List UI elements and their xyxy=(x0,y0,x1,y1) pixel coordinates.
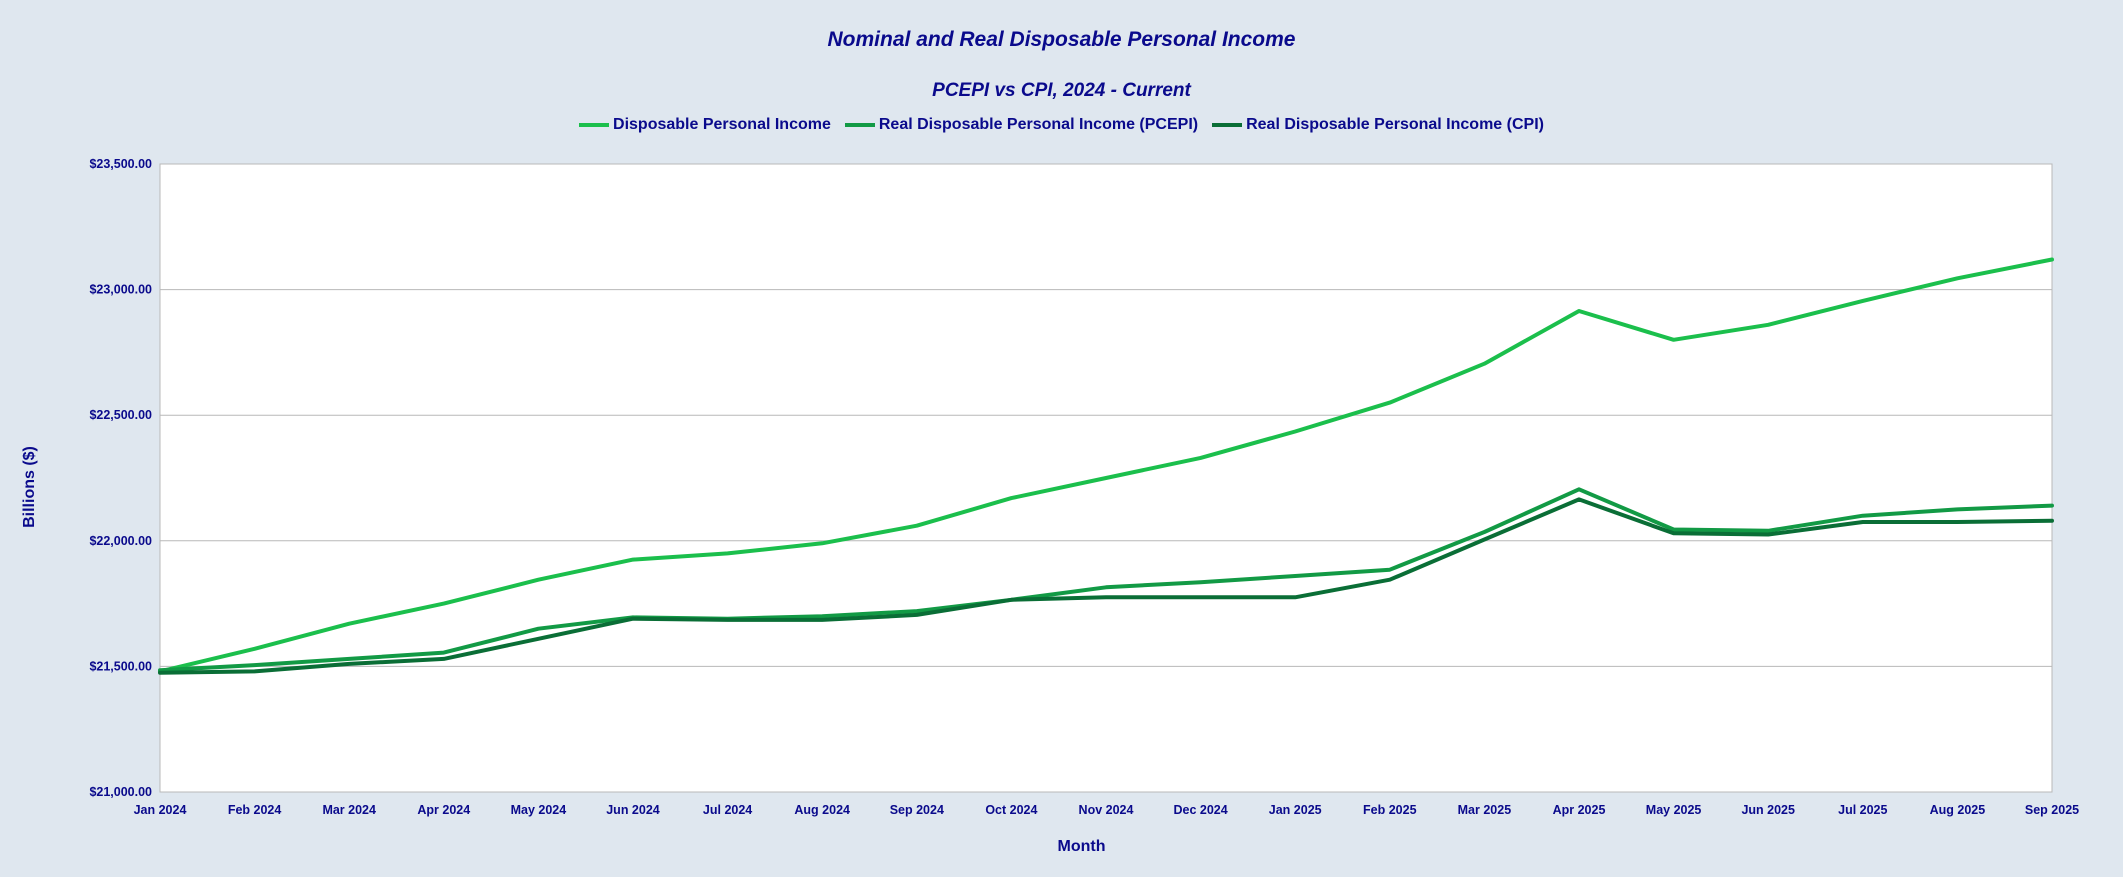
x-tick-label: Mar 2024 xyxy=(322,803,376,817)
legend-item: Real Disposable Personal Income (CPI) xyxy=(1212,116,1544,134)
x-tick-label: Feb 2025 xyxy=(1363,803,1417,817)
y-tick-label: $21,500.00 xyxy=(89,659,152,673)
legend-swatch xyxy=(579,123,610,127)
x-tick-label: Jun 2024 xyxy=(606,803,660,817)
x-tick-label: Mar 2025 xyxy=(1458,803,1512,817)
y-tick-label: $23,000.00 xyxy=(89,283,152,297)
series-line xyxy=(158,497,2054,675)
x-tick-label: Dec 2024 xyxy=(1173,803,1227,817)
series-line xyxy=(158,257,2054,674)
chart-subtitle: PCEPI vs CPI, 2024 - Current xyxy=(932,80,1191,101)
x-tick-label: Jan 2025 xyxy=(1269,803,1322,817)
x-tick-label: Feb 2024 xyxy=(228,803,282,817)
x-tick-label: Nov 2024 xyxy=(1079,803,1134,817)
x-tick-label: Jun 2025 xyxy=(1741,803,1795,817)
legend-swatch xyxy=(844,123,875,127)
x-tick-label: Jan 2024 xyxy=(134,803,187,817)
x-tick-label: Apr 2024 xyxy=(417,803,470,817)
x-tick-label: May 2024 xyxy=(511,803,567,817)
y-tick-label: $22,000.00 xyxy=(89,534,152,548)
legend-label: Real Disposable Personal Income (CPI) xyxy=(1246,116,1544,133)
x-tick-label: Oct 2024 xyxy=(985,803,1037,817)
y-tick-label: $23,500.00 xyxy=(89,157,152,171)
legend-label: Real Disposable Personal Income (PCEPI) xyxy=(878,116,1199,133)
x-axis-label: Month xyxy=(1057,838,1106,855)
x-tick-label: Aug 2025 xyxy=(1930,803,1986,817)
x-tick-label: Apr 2025 xyxy=(1553,803,1606,817)
legend-label: Disposable Personal Income xyxy=(613,116,831,133)
x-tick-label: Jul 2024 xyxy=(703,803,752,817)
legend-item: Real Disposable Personal Income (PCEPI) xyxy=(844,116,1199,134)
chart-title: Nominal and Real Disposable Personal Inc… xyxy=(827,28,1296,51)
y-tick-label: $22,500.00 xyxy=(89,408,152,422)
legend-swatch xyxy=(1212,123,1243,127)
legend-item: Disposable Personal Income xyxy=(579,116,831,134)
series-line xyxy=(158,487,2054,673)
chart-legend: Disposable Personal Income Real Disposab… xyxy=(0,116,2123,134)
x-tick-label: Sep 2024 xyxy=(890,803,944,817)
x-tick-label: Sep 2025 xyxy=(2025,803,2079,817)
x-tick-label: Aug 2024 xyxy=(794,803,850,817)
y-tick-label: $21,000.00 xyxy=(89,785,152,799)
x-tick-label: May 2025 xyxy=(1646,803,1702,817)
x-tick-label: Jul 2025 xyxy=(1838,803,1887,817)
